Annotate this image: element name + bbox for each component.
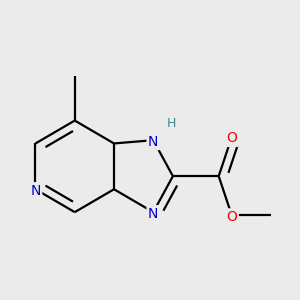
Text: N: N	[30, 184, 41, 198]
Text: N: N	[148, 135, 158, 149]
Text: N: N	[148, 207, 158, 221]
Text: O: O	[226, 210, 237, 224]
Text: H: H	[167, 117, 176, 130]
Text: O: O	[226, 131, 237, 146]
